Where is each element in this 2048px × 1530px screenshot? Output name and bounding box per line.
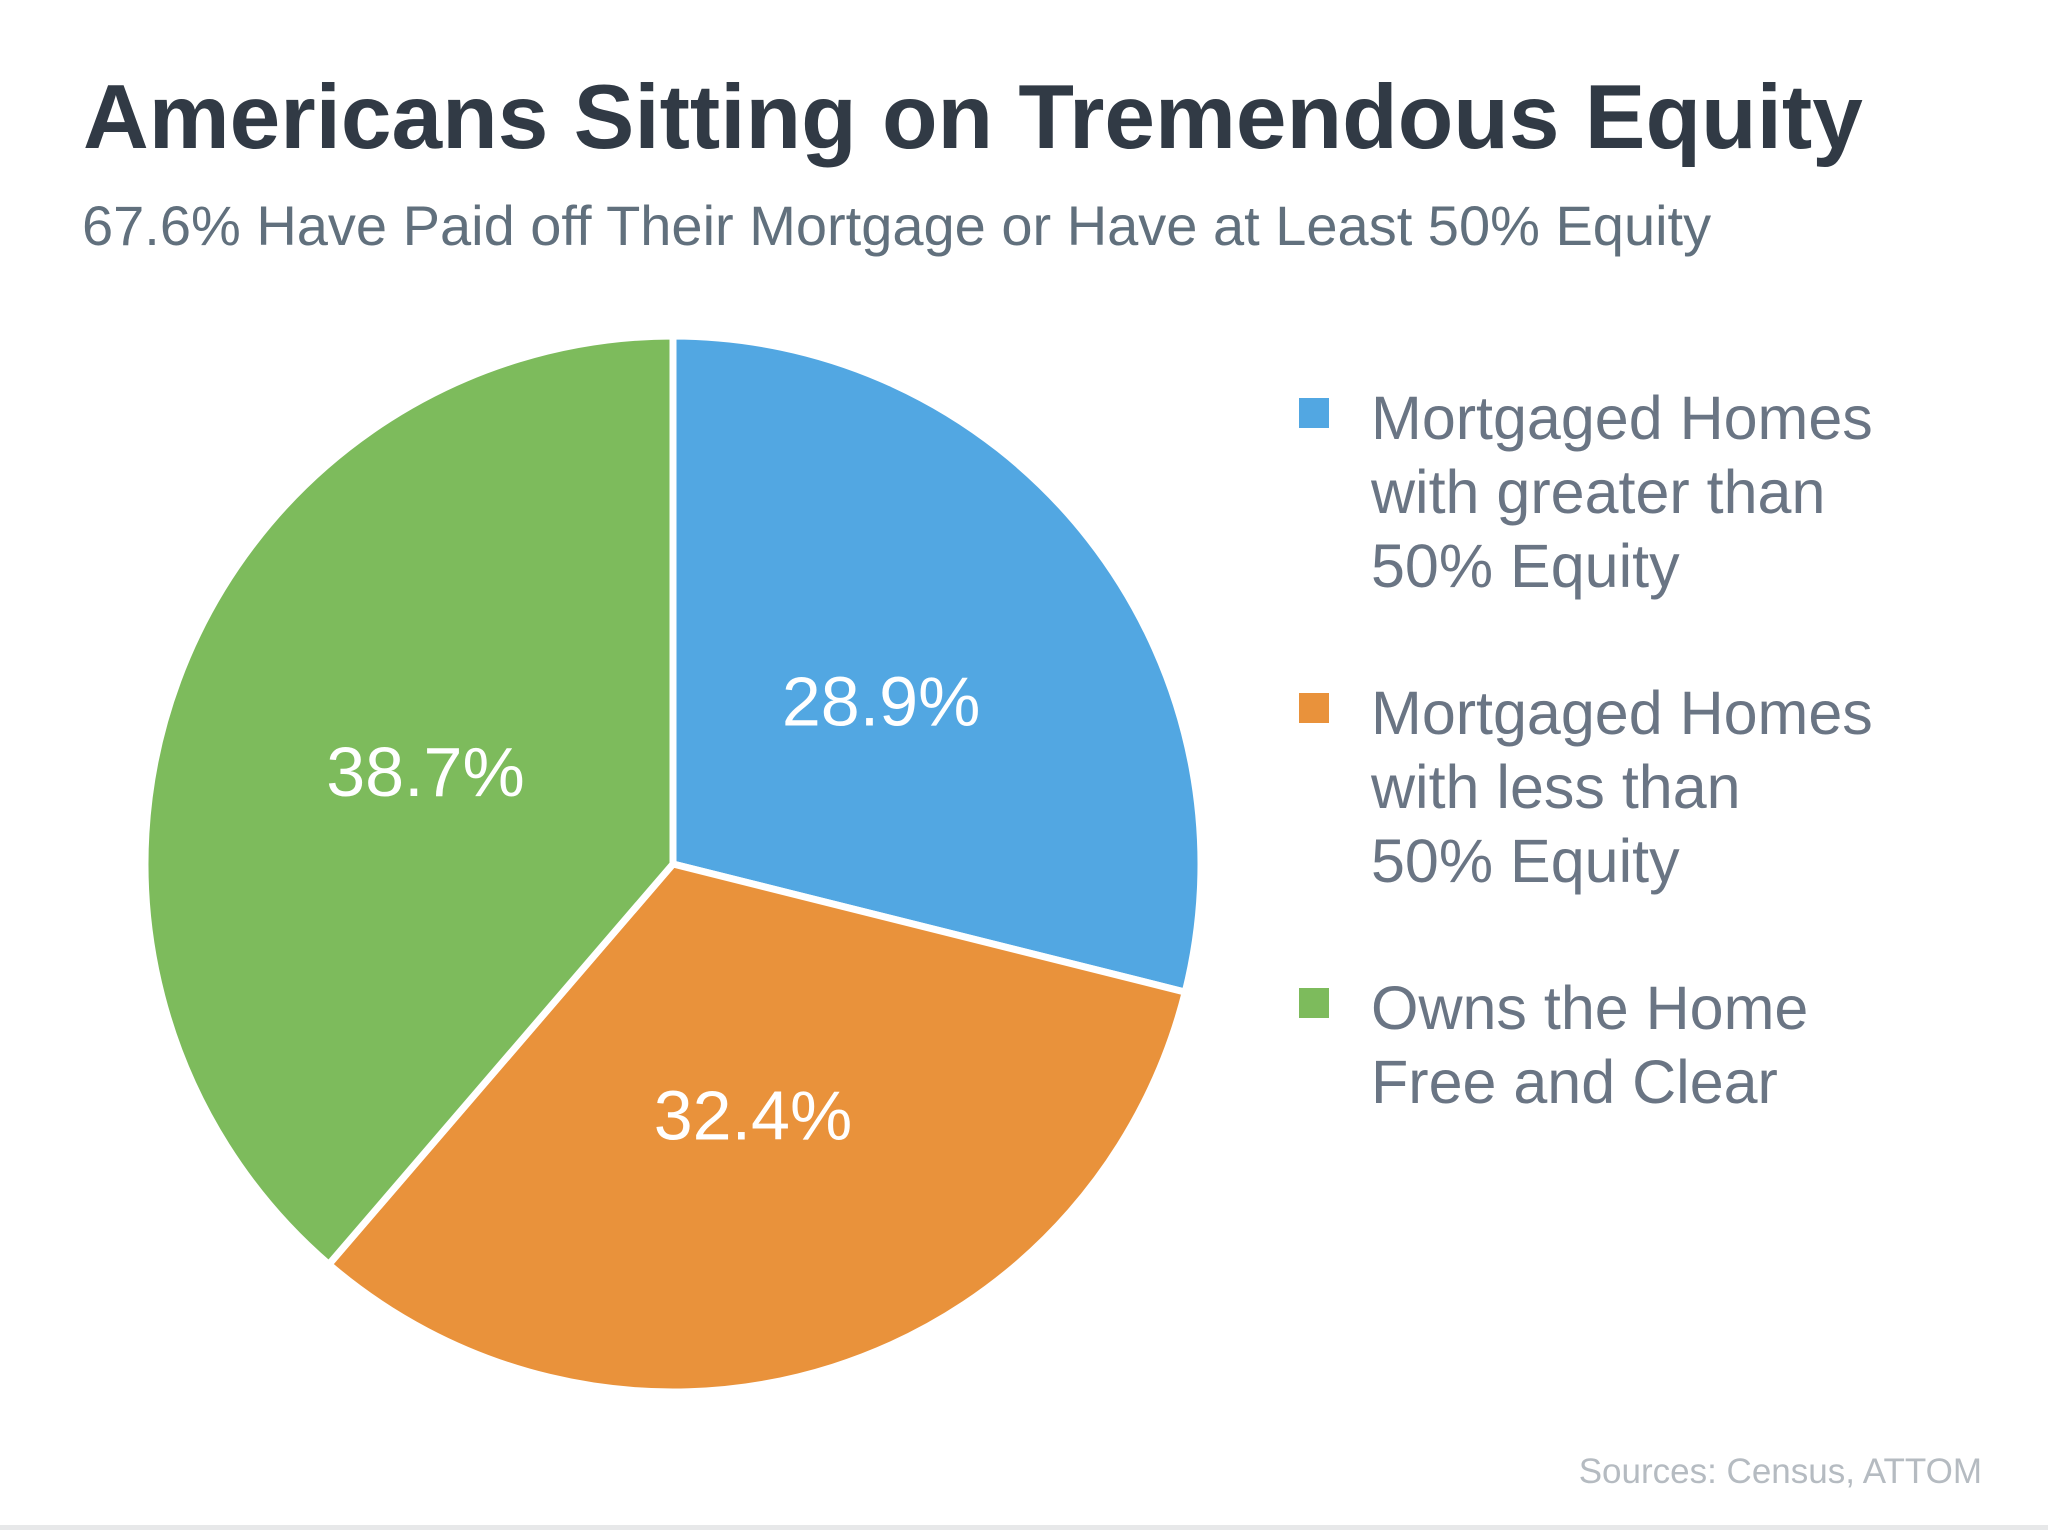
pie-slice-mortgaged-gt-50-equity <box>669 332 1205 996</box>
legend-item-owns-free-and-clear: Owns the Home Free and Clear <box>1299 971 1959 1119</box>
chart-title: Americans Sitting on Tremendous Equity <box>83 67 1863 168</box>
legend-item-mortgaged-lt-50-equity: Mortgaged Homes with less than 50% Equity <box>1299 676 1959 898</box>
bottom-edge-strip <box>0 1525 2048 1530</box>
legend-label-mortgaged-gt-50-equity: Mortgaged Homes with greater than 50% Equi… <box>1371 384 1873 600</box>
pie-slice-owns-free-and-clear <box>141 332 677 1268</box>
legend-swatch-mortgaged-lt-50-equity <box>1299 693 1329 723</box>
legend-swatch-mortgaged-gt-50-equity <box>1299 398 1329 428</box>
pie-slice-label-owns-free-and-clear: 38.7% <box>326 733 524 811</box>
source-note: Sources: Census, ATTOM <box>1578 1452 1982 1491</box>
legend-label-owns-free-and-clear: Owns the Home Free and Clear <box>1371 974 1809 1116</box>
pie-slice-label-mortgaged-gt-50-equity: 28.9% <box>782 663 980 741</box>
legend-item-mortgaged-gt-50-equity: Mortgaged Homes with greater than 50% Equi… <box>1299 381 1959 603</box>
pie-chart: 28.9% 32.4% 38.7% <box>141 332 1205 1396</box>
chart-subtitle: 67.6% Have Paid off Their Mortgage or Ha… <box>82 194 1712 257</box>
legend-label-mortgaged-lt-50-equity: Mortgaged Homes with less than 50% Equity <box>1371 679 1873 895</box>
pie-slice-mortgaged-lt-50-equity <box>325 860 1189 1396</box>
pie-slice-label-mortgaged-lt-50-equity: 32.4% <box>654 1077 852 1155</box>
legend-swatch-owns-free-and-clear <box>1299 988 1329 1018</box>
chart-legend: Mortgaged Homes with greater than 50% Equi… <box>1299 381 1959 1192</box>
